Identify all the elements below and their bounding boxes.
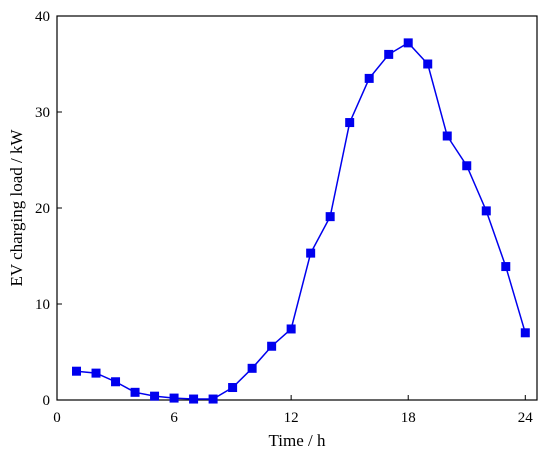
x-tick-label: 6 [170, 410, 178, 426]
y-tick-label: 30 [35, 105, 50, 121]
data-point [150, 391, 160, 401]
data-point [72, 366, 82, 376]
data-point [111, 377, 121, 387]
data-point [520, 328, 530, 338]
data-point [423, 59, 433, 69]
x-tick-label: 12 [284, 410, 299, 426]
data-point [501, 262, 511, 272]
data-point [364, 73, 374, 83]
y-axis-label: EV charging load / kW [7, 129, 26, 287]
data-point [442, 131, 452, 141]
data-point [345, 118, 355, 128]
data-point [306, 248, 316, 258]
data-point [462, 161, 472, 171]
x-tick-label: 24 [518, 410, 534, 426]
y-tick-label: 0 [43, 393, 51, 409]
data-point [384, 49, 394, 59]
data-point [228, 383, 238, 393]
y-tick-label: 10 [35, 297, 50, 313]
data-point [286, 324, 296, 334]
y-tick-label: 40 [35, 9, 50, 25]
data-point [208, 394, 218, 404]
data-point [325, 212, 335, 222]
x-tick-label: 18 [401, 410, 416, 426]
data-point [189, 394, 199, 404]
chart-axes [56, 15, 538, 401]
data-point [130, 387, 140, 397]
x-axis-label: Time / h [268, 431, 326, 450]
data-point [169, 393, 179, 403]
y-tick-label: 20 [35, 201, 50, 217]
data-point [267, 341, 277, 351]
data-point [247, 363, 257, 373]
data-point [91, 368, 101, 378]
data-point [481, 206, 491, 216]
x-tick-label: 0 [53, 410, 61, 426]
chart-series [72, 38, 530, 404]
plot-frame [56, 15, 538, 401]
chart-ticks: 0 6 12 18 24 0 10 20 30 40 [35, 9, 533, 426]
series-line [76, 41, 527, 400]
data-point [403, 38, 413, 48]
